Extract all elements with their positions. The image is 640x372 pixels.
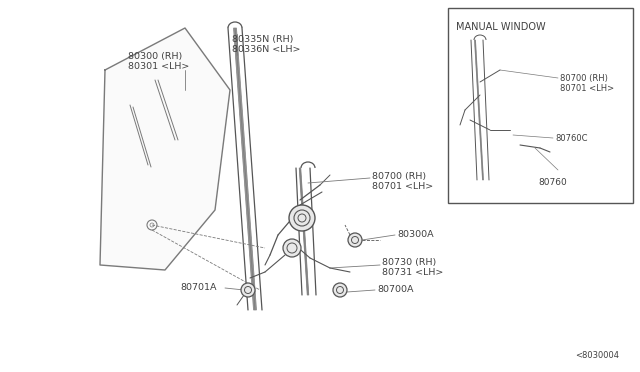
Text: 80760C: 80760C	[555, 134, 588, 143]
Text: 80730 (RH)
80731 <LH>: 80730 (RH) 80731 <LH>	[382, 258, 444, 278]
Circle shape	[515, 140, 525, 150]
Text: MANUAL WINDOW: MANUAL WINDOW	[456, 22, 546, 32]
Circle shape	[283, 239, 301, 257]
Circle shape	[507, 129, 519, 141]
Text: 80700 (RH)
80701 <LH>: 80700 (RH) 80701 <LH>	[372, 172, 433, 192]
Text: 80701A: 80701A	[180, 283, 216, 292]
Text: 80700A: 80700A	[377, 285, 413, 294]
Circle shape	[468, 101, 482, 115]
Circle shape	[241, 283, 255, 297]
Circle shape	[333, 283, 347, 297]
Text: 80300 (RH)
80301 <LH>: 80300 (RH) 80301 <LH>	[128, 52, 189, 71]
Circle shape	[289, 205, 315, 231]
Text: <8030004: <8030004	[575, 351, 619, 360]
Text: 80300A: 80300A	[397, 230, 434, 239]
Text: 80760: 80760	[538, 178, 567, 187]
Text: 80335N (RH)
80336N <LH>: 80335N (RH) 80336N <LH>	[232, 35, 301, 54]
Bar	[448, 8, 633, 203]
Circle shape	[348, 233, 362, 247]
Circle shape	[470, 72, 490, 92]
Polygon shape	[100, 28, 230, 270]
Text: 80700 (RH)
80701 <LH>: 80700 (RH) 80701 <LH>	[560, 74, 614, 93]
